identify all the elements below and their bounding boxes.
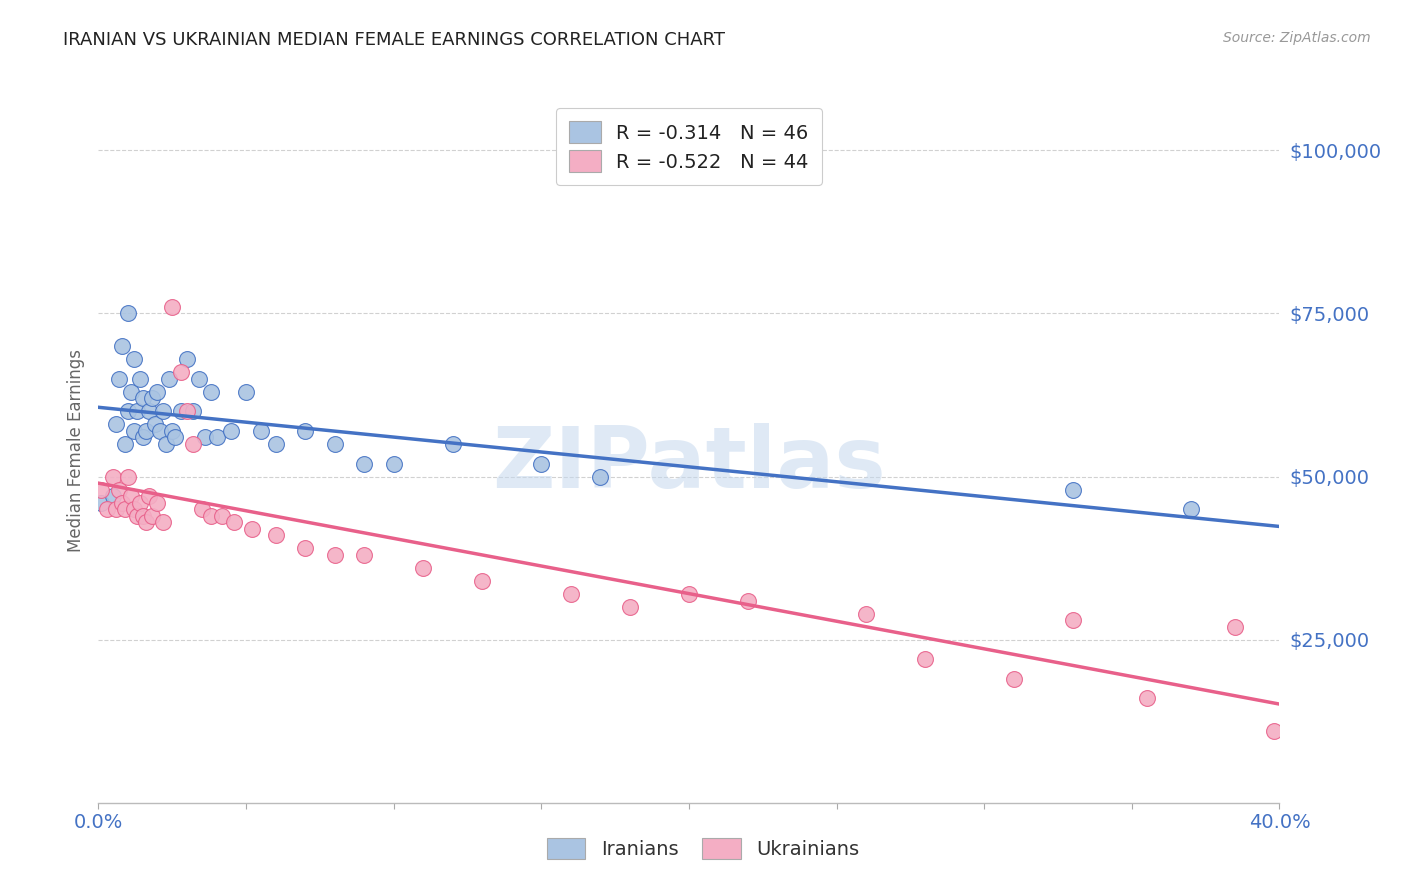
Point (412, 561, 434, 575)
Point (181, 404, 204, 418)
Point (132, 508, 155, 523)
Point (125, 404, 148, 418)
Point (103, 489, 125, 503)
Point (1180, 502, 1202, 516)
Point (128, 372, 150, 386)
Point (353, 457, 375, 471)
Point (1062, 483, 1084, 497)
Y-axis label: Median Female Earnings: Median Female Earnings (66, 349, 84, 552)
Point (149, 424, 172, 438)
Legend: R = -0.314   N = 46, R = -0.522   N = 44: R = -0.314 N = 46, R = -0.522 N = 44 (555, 108, 823, 186)
Point (162, 300, 183, 314)
Text: Source: ZipAtlas.com: Source: ZipAtlas.com (1223, 31, 1371, 45)
Point (111, 339, 134, 353)
Point (191, 502, 214, 516)
Point (221, 424, 243, 438)
Point (138, 404, 160, 418)
Point (1225, 619, 1247, 633)
Point (914, 652, 936, 666)
Point (132, 391, 155, 405)
Point (323, 437, 346, 451)
Point (1062, 613, 1084, 627)
Point (737, 593, 759, 607)
Point (141, 391, 163, 405)
Point (103, 469, 125, 483)
Point (128, 496, 150, 510)
Point (200, 508, 222, 523)
Point (146, 496, 169, 510)
Point (114, 502, 136, 516)
Point (135, 424, 157, 438)
Point (117, 469, 139, 483)
Point (105, 417, 128, 432)
Point (678, 587, 700, 601)
Text: ZIPatlas: ZIPatlas (492, 423, 886, 506)
Point (135, 515, 157, 529)
Point (619, 600, 641, 615)
Point (194, 430, 217, 444)
Point (90, 496, 112, 510)
Point (143, 417, 166, 432)
Text: IRANIAN VS UKRAINIAN MEDIAN FEMALE EARNINGS CORRELATION CHART: IRANIAN VS UKRAINIAN MEDIAN FEMALE EARNI… (63, 31, 725, 49)
Point (114, 437, 136, 451)
Point (170, 404, 193, 418)
Point (353, 548, 375, 562)
Point (157, 372, 180, 386)
Point (170, 365, 193, 379)
Point (138, 489, 160, 503)
Point (155, 437, 177, 451)
Point (441, 437, 464, 451)
Point (117, 404, 139, 418)
Point (132, 430, 155, 444)
Point (323, 548, 346, 562)
Point (122, 502, 145, 516)
Point (235, 384, 257, 399)
Point (125, 508, 148, 523)
Point (211, 508, 233, 523)
Point (240, 522, 263, 536)
Point (560, 587, 582, 601)
Point (1263, 724, 1285, 739)
Point (152, 515, 174, 529)
Point (250, 424, 273, 438)
Point (382, 457, 405, 471)
Point (181, 437, 204, 451)
Point (294, 424, 316, 438)
Point (120, 384, 142, 399)
Point (141, 508, 163, 523)
Point (530, 457, 553, 471)
Point (146, 384, 169, 399)
Point (152, 404, 174, 418)
Point (108, 372, 131, 386)
Point (200, 384, 222, 399)
Point (294, 541, 316, 556)
Point (855, 607, 877, 621)
Point (1002, 672, 1025, 686)
Point (589, 469, 612, 483)
Point (122, 352, 145, 367)
Point (96, 502, 118, 516)
Point (90, 483, 112, 497)
Point (111, 496, 134, 510)
Point (120, 489, 142, 503)
Point (117, 306, 139, 320)
Point (165, 430, 187, 444)
Point (105, 502, 128, 516)
Legend: Iranians, Ukrainians: Iranians, Ukrainians (537, 829, 869, 869)
Point (162, 424, 183, 438)
Point (176, 404, 198, 418)
Point (264, 437, 287, 451)
Point (471, 574, 494, 588)
Point (224, 515, 246, 529)
Point (187, 372, 209, 386)
Point (264, 528, 287, 542)
Point (108, 483, 131, 497)
Point (176, 352, 198, 367)
Point (122, 424, 145, 438)
Point (205, 430, 228, 444)
Point (1136, 691, 1159, 706)
